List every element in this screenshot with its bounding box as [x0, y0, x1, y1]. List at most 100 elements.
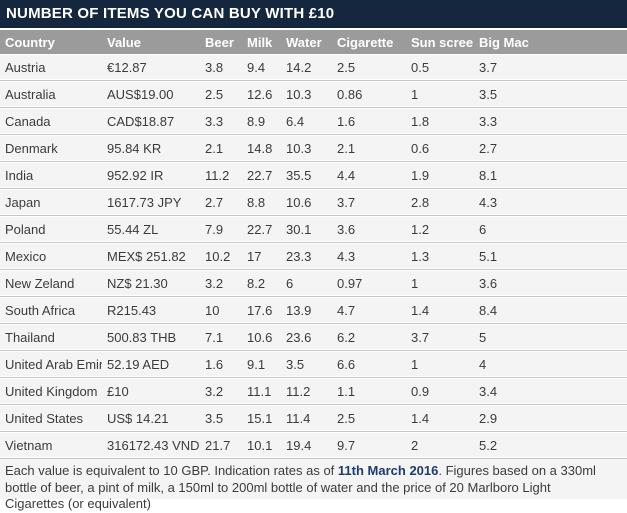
cell-sun-screen: 3.7	[406, 324, 474, 351]
cell-value: 1617.73 JPY	[102, 189, 200, 216]
cell-milk: 17.6	[242, 297, 281, 324]
cell-cigarette: 9.7	[332, 432, 406, 459]
cell-big-mac: 5.2	[474, 432, 627, 459]
cell-country: United States	[0, 405, 102, 432]
cell-cigarette: 1.1	[332, 378, 406, 405]
cell-water: 3.5	[281, 351, 332, 378]
column-header-big-mac: Big Mac	[474, 30, 627, 54]
table-row: India 952.92 IR 11.2 22.7 35.5 4.4 1.9 8…	[0, 162, 627, 189]
cell-country: India	[0, 162, 102, 189]
cell-beer: 10	[200, 297, 242, 324]
cell-big-mac: 2.9	[474, 405, 627, 432]
cell-beer: 2.5	[200, 81, 242, 108]
cell-milk: 10.6	[242, 324, 281, 351]
cell-big-mac: 4.3	[474, 189, 627, 216]
cell-value: €12.87	[102, 54, 200, 81]
cell-country: Canada	[0, 108, 102, 135]
table-row: United Arab Emirates 52.19 AED 1.6 9.1 3…	[0, 351, 627, 378]
cell-cigarette: 1.6	[332, 108, 406, 135]
table-row: Denmark 95.84 KR 2.1 14.8 10.3 2.1 0.6 2…	[0, 135, 627, 162]
cell-milk: 22.7	[242, 216, 281, 243]
cell-big-mac: 8.4	[474, 297, 627, 324]
cell-value: £10	[102, 378, 200, 405]
cell-beer: 3.2	[200, 270, 242, 297]
cell-sun-screen: 1.8	[406, 108, 474, 135]
table-row: Mexico MEX$ 251.82 10.2 17 23.3 4.3 1.3 …	[0, 243, 627, 270]
cell-sun-screen: 1.4	[406, 405, 474, 432]
cell-cigarette: 6.2	[332, 324, 406, 351]
cell-milk: 11.1	[242, 378, 281, 405]
cell-milk: 8.2	[242, 270, 281, 297]
cell-country: Australia	[0, 81, 102, 108]
cell-milk: 15.1	[242, 405, 281, 432]
cell-country: United Kingdom	[0, 378, 102, 405]
cell-sun-screen: 1	[406, 270, 474, 297]
cell-milk: 12.6	[242, 81, 281, 108]
cell-water: 13.9	[281, 297, 332, 324]
cell-sun-screen: 1	[406, 81, 474, 108]
cell-value: CAD$18.87	[102, 108, 200, 135]
cell-beer: 3.2	[200, 378, 242, 405]
table-row: Australia AUS$19.00 2.5 12.6 10.3 0.86 1…	[0, 81, 627, 108]
cell-water: 10.6	[281, 189, 332, 216]
cell-country: Mexico	[0, 243, 102, 270]
table-row: New Zeland NZ$ 21.30 3.2 8.2 6 0.97 1 3.…	[0, 270, 627, 297]
cell-beer: 3.8	[200, 54, 242, 81]
cell-sun-screen: 1.2	[406, 216, 474, 243]
column-header-country: Country	[0, 30, 102, 54]
cell-cigarette: 3.6	[332, 216, 406, 243]
cell-cigarette: 2.1	[332, 135, 406, 162]
cell-beer: 1.6	[200, 351, 242, 378]
cell-country: New Zeland	[0, 270, 102, 297]
column-header-milk: Milk	[242, 30, 281, 54]
cell-sun-screen: 1.9	[406, 162, 474, 189]
cell-sun-screen: 1	[406, 351, 474, 378]
table-row: Canada CAD$18.87 3.3 8.9 6.4 1.6 1.8 3.3	[0, 108, 627, 135]
panel-title: NUMBER OF ITEMS YOU CAN BUY WITH £10	[0, 0, 627, 28]
cell-water: 23.6	[281, 324, 332, 351]
cell-country: Poland	[0, 216, 102, 243]
cell-sun-screen: 0.5	[406, 54, 474, 81]
cell-beer: 10.2	[200, 243, 242, 270]
cell-milk: 8.8	[242, 189, 281, 216]
cell-cigarette: 4.4	[332, 162, 406, 189]
column-header-cigarette: Cigarette	[332, 30, 406, 54]
cell-milk: 22.7	[242, 162, 281, 189]
cell-big-mac: 3.5	[474, 81, 627, 108]
cell-value: 316172.43 VND	[102, 432, 200, 459]
cell-value: R215.43	[102, 297, 200, 324]
cell-water: 6.4	[281, 108, 332, 135]
cell-water: 10.3	[281, 135, 332, 162]
cell-milk: 14.8	[242, 135, 281, 162]
cell-cigarette: 6.6	[332, 351, 406, 378]
cell-country: United Arab Emirates	[0, 351, 102, 378]
table-row: Japan 1617.73 JPY 2.7 8.8 10.6 3.7 2.8 4…	[0, 189, 627, 216]
cell-milk: 9.1	[242, 351, 281, 378]
cell-country: Vietnam	[0, 432, 102, 459]
table-row: South Africa R215.43 10 17.6 13.9 4.7 1.…	[0, 297, 627, 324]
cell-value: 95.84 KR	[102, 135, 200, 162]
cell-value: 52.19 AED	[102, 351, 200, 378]
cell-big-mac: 6	[474, 216, 627, 243]
cell-beer: 2.7	[200, 189, 242, 216]
cell-big-mac: 3.3	[474, 108, 627, 135]
cell-big-mac: 3.4	[474, 378, 627, 405]
cell-value: NZ$ 21.30	[102, 270, 200, 297]
cell-cigarette: 4.7	[332, 297, 406, 324]
cell-sun-screen: 2	[406, 432, 474, 459]
cell-milk: 10.1	[242, 432, 281, 459]
cell-water: 23.3	[281, 243, 332, 270]
cell-big-mac: 8.1	[474, 162, 627, 189]
cell-milk: 17	[242, 243, 281, 270]
cell-value: AUS$19.00	[102, 81, 200, 108]
cell-sun-screen: 2.8	[406, 189, 474, 216]
cell-water: 6	[281, 270, 332, 297]
cell-cigarette: 3.7	[332, 189, 406, 216]
cell-water: 11.4	[281, 405, 332, 432]
cell-sun-screen: 1.3	[406, 243, 474, 270]
cell-cigarette: 2.5	[332, 54, 406, 81]
cell-beer: 3.5	[200, 405, 242, 432]
cell-water: 10.3	[281, 81, 332, 108]
cell-beer: 11.2	[200, 162, 242, 189]
